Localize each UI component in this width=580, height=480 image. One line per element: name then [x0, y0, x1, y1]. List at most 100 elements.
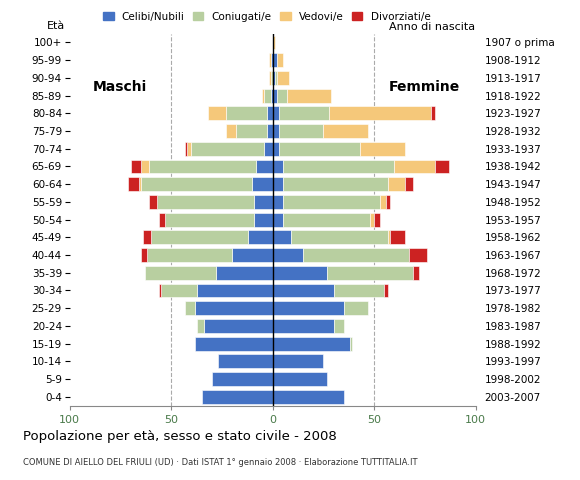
- Bar: [273, 195, 283, 209]
- Bar: [278, 142, 360, 156]
- Bar: [283, 213, 370, 227]
- Bar: [267, 124, 273, 138]
- Bar: [278, 107, 329, 120]
- Bar: [204, 319, 273, 333]
- Bar: [269, 71, 271, 85]
- Bar: [283, 177, 389, 191]
- Bar: [273, 230, 291, 244]
- Bar: [271, 71, 273, 85]
- Bar: [197, 284, 273, 298]
- Bar: [271, 89, 273, 103]
- Bar: [147, 248, 232, 262]
- Bar: [236, 124, 267, 138]
- Bar: [139, 177, 140, 191]
- Bar: [277, 53, 283, 67]
- Bar: [254, 195, 273, 209]
- Bar: [273, 107, 278, 120]
- Bar: [256, 159, 273, 173]
- Bar: [226, 124, 236, 138]
- Bar: [145, 266, 216, 280]
- Bar: [148, 195, 157, 209]
- Bar: [380, 195, 386, 209]
- Bar: [202, 390, 273, 404]
- Bar: [208, 107, 226, 120]
- Bar: [329, 107, 431, 120]
- Bar: [273, 36, 275, 49]
- Bar: [186, 301, 195, 315]
- Bar: [269, 53, 271, 67]
- Bar: [389, 177, 405, 191]
- Bar: [405, 177, 413, 191]
- Bar: [273, 159, 283, 173]
- Text: Maschi: Maschi: [93, 80, 147, 94]
- Bar: [413, 266, 419, 280]
- Bar: [385, 284, 389, 298]
- Bar: [327, 266, 413, 280]
- Bar: [197, 319, 204, 333]
- Bar: [273, 301, 343, 315]
- Bar: [273, 124, 278, 138]
- Bar: [386, 195, 390, 209]
- Bar: [275, 71, 277, 85]
- Bar: [129, 177, 139, 191]
- Bar: [287, 89, 332, 103]
- Text: Anno di nascita: Anno di nascita: [390, 22, 476, 32]
- Bar: [283, 159, 394, 173]
- Bar: [431, 107, 435, 120]
- Bar: [248, 230, 273, 244]
- Bar: [161, 284, 197, 298]
- Bar: [291, 230, 389, 244]
- Bar: [273, 336, 350, 350]
- Bar: [191, 142, 264, 156]
- Bar: [264, 89, 271, 103]
- Bar: [278, 124, 324, 138]
- Bar: [350, 336, 351, 350]
- Bar: [273, 284, 333, 298]
- Bar: [159, 284, 161, 298]
- Bar: [283, 195, 380, 209]
- Bar: [303, 248, 408, 262]
- Text: COMUNE DI AIELLO DEL FRIULI (UD) · Dati ISTAT 1° gennaio 2008 · Elaborazione TUT: COMUNE DI AIELLO DEL FRIULI (UD) · Dati …: [23, 458, 418, 468]
- Bar: [273, 372, 327, 386]
- Bar: [151, 230, 248, 244]
- Bar: [374, 213, 380, 227]
- Bar: [140, 248, 147, 262]
- Bar: [324, 124, 368, 138]
- Bar: [140, 159, 148, 173]
- Bar: [370, 213, 374, 227]
- Bar: [343, 301, 368, 315]
- Bar: [334, 284, 384, 298]
- Bar: [273, 177, 283, 191]
- Bar: [390, 230, 405, 244]
- Bar: [271, 53, 273, 67]
- Bar: [360, 142, 405, 156]
- Bar: [267, 107, 273, 120]
- Bar: [263, 89, 264, 103]
- Bar: [195, 301, 273, 315]
- Bar: [148, 159, 256, 173]
- Bar: [273, 53, 277, 67]
- Bar: [130, 159, 140, 173]
- Bar: [273, 71, 275, 85]
- Bar: [252, 177, 273, 191]
- Bar: [226, 107, 267, 120]
- Bar: [394, 159, 435, 173]
- Bar: [186, 142, 187, 156]
- Bar: [218, 354, 273, 368]
- Bar: [195, 336, 273, 350]
- Text: Femmine: Femmine: [389, 80, 461, 94]
- Bar: [187, 142, 191, 156]
- Bar: [232, 248, 273, 262]
- Bar: [435, 159, 450, 173]
- Bar: [140, 177, 252, 191]
- Bar: [273, 354, 324, 368]
- Bar: [273, 390, 343, 404]
- Legend: Celibi/Nubili, Coniugati/e, Vedovi/e, Divorziati/e: Celibi/Nubili, Coniugati/e, Vedovi/e, Di…: [99, 8, 434, 26]
- Text: Popolazione per età, sesso e stato civile - 2008: Popolazione per età, sesso e stato civil…: [23, 430, 337, 443]
- Bar: [264, 142, 273, 156]
- Bar: [216, 266, 273, 280]
- Bar: [334, 319, 343, 333]
- Bar: [212, 372, 273, 386]
- Bar: [277, 71, 289, 85]
- Bar: [273, 319, 333, 333]
